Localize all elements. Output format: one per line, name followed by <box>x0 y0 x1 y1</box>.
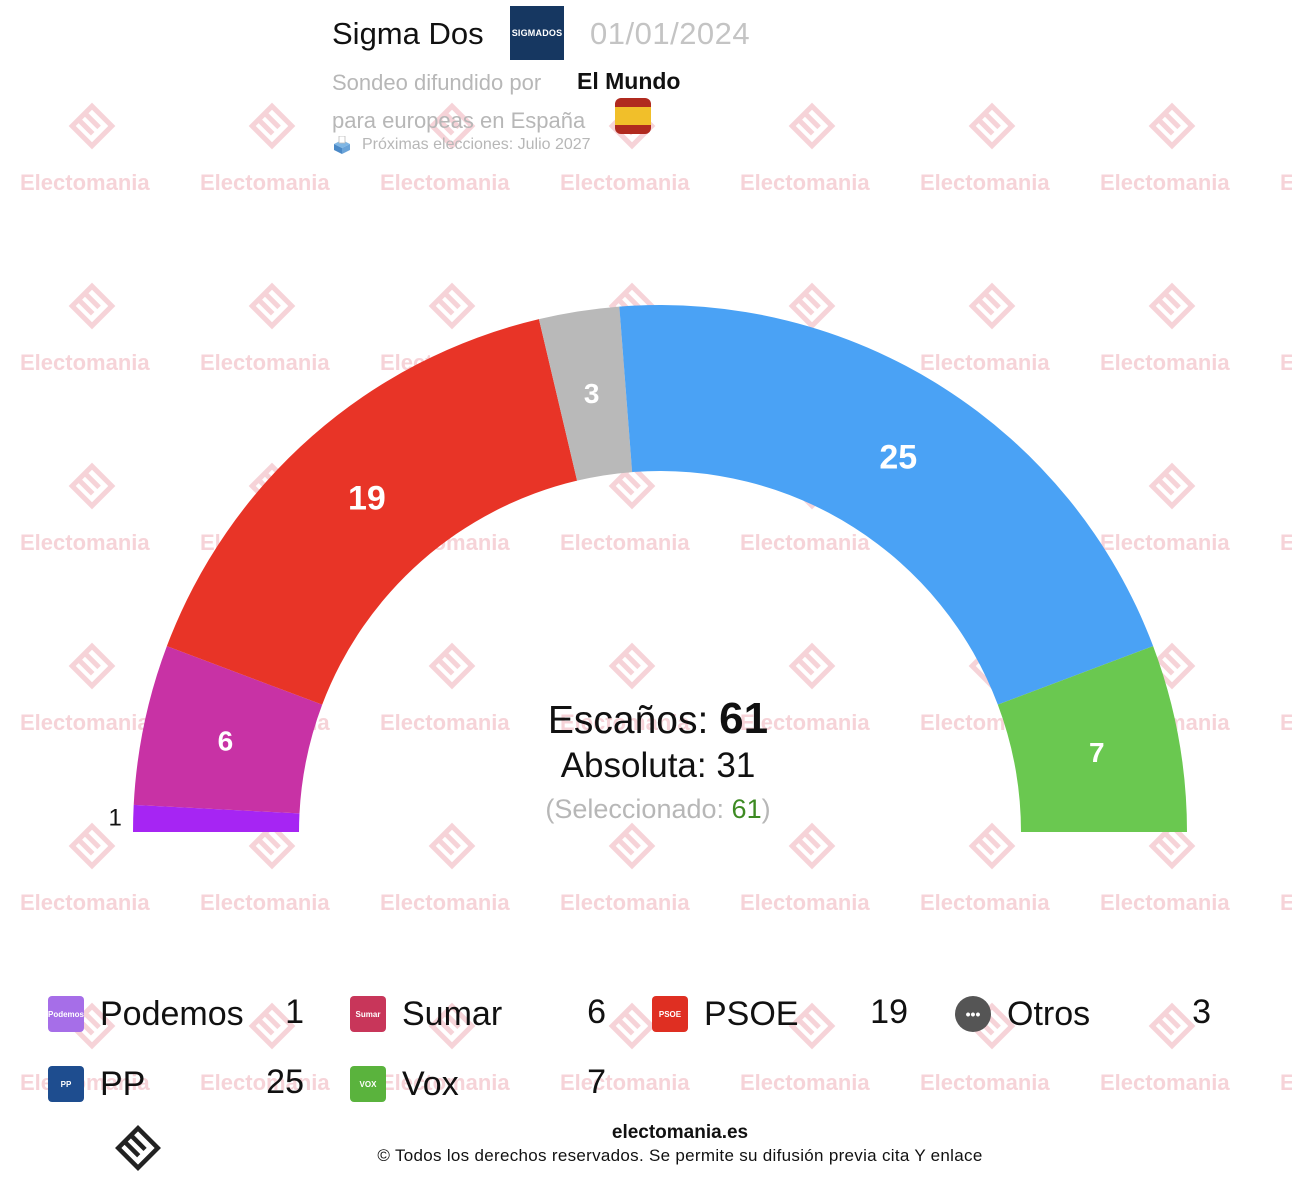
pollster-logo: SIGMADOS <box>510 6 564 60</box>
legend-value: 1 <box>285 993 304 1031</box>
poll-date: 01/01/2024 <box>590 16 751 51</box>
seats-label: Escaños: <box>547 699 709 742</box>
seat-segment-pp <box>619 305 1154 705</box>
seat-segment-psoe <box>166 319 578 705</box>
media-name: El Mundo <box>577 68 681 94</box>
majority-value: 31 <box>716 746 756 785</box>
pp-logo-icon: PP <box>48 1066 84 1102</box>
selected-value: 61 <box>731 794 762 824</box>
legend-item-otros: ••• Otros <box>955 994 1090 1034</box>
legend-item-psoe: PSOE PSOE <box>652 994 798 1034</box>
seat-label-podemos: 1 <box>109 804 122 831</box>
next-elections: Próximas elecciones: Julio 2027 <box>332 136 591 154</box>
seats-value: 61 <box>719 694 769 743</box>
legend-value: 25 <box>266 1063 304 1101</box>
psoe-logo-icon: PSOE <box>652 996 688 1032</box>
selected-prefix: (Seleccionado: <box>545 794 725 824</box>
majority: Absoluta: 31 <box>446 746 870 786</box>
seat-label-sumar: 6 <box>218 726 234 757</box>
pollster-name: Sigma Dos <box>332 16 484 51</box>
seat-label-pp: 25 <box>879 438 917 476</box>
podemos-logo-icon: Podemos <box>48 996 84 1032</box>
seat-label-psoe: 19 <box>348 479 386 517</box>
subtitle-prefix: Sondeo difundido por <box>332 70 542 95</box>
legend-item-sumar: Sumar Sumar <box>350 994 502 1034</box>
legend-value: 19 <box>870 993 908 1031</box>
seat-segment-otros <box>538 306 633 481</box>
majority-label: Absoluta: <box>560 746 707 785</box>
legend-value: 7 <box>587 1063 606 1101</box>
selected-suffix: ) <box>761 794 771 824</box>
legend-name: PP <box>100 1064 146 1103</box>
legend-value: 6 <box>587 993 606 1031</box>
legend-name: Otros <box>1007 994 1091 1033</box>
legend-name: Vox <box>402 1064 459 1103</box>
legend-item-podemos: Podemos Podemos <box>48 994 244 1034</box>
footer-copyright: © Todos los derechos reservados. Se perm… <box>377 1146 983 1165</box>
legend-name: Sumar <box>402 994 503 1033</box>
seats-total: Escaños: 61 <box>446 694 870 744</box>
otros-logo-icon: ••• <box>955 996 991 1032</box>
footer-site: electomania.es <box>611 1122 749 1143</box>
legend-item-vox: VOX Vox <box>350 1064 459 1104</box>
seat-label-otros: 3 <box>584 378 600 409</box>
ballot-box-icon <box>334 136 350 154</box>
next-elections-text: Próximas elecciones: Julio 2027 <box>362 136 591 153</box>
legend-name: Podemos <box>100 994 244 1033</box>
selected-seats: (Seleccionado: 61) <box>446 794 870 825</box>
seat-label-vox: 7 <box>1089 737 1105 768</box>
legend-value: 3 <box>1192 993 1211 1031</box>
legend-name: PSOE <box>704 994 799 1033</box>
legend-item-pp: PP PP <box>48 1064 145 1104</box>
sumar-logo-icon: Sumar <box>350 996 386 1032</box>
vox-logo-icon: VOX <box>350 1066 386 1102</box>
seat-segment-vox <box>997 646 1187 832</box>
electomania-logo-icon <box>115 1125 161 1171</box>
